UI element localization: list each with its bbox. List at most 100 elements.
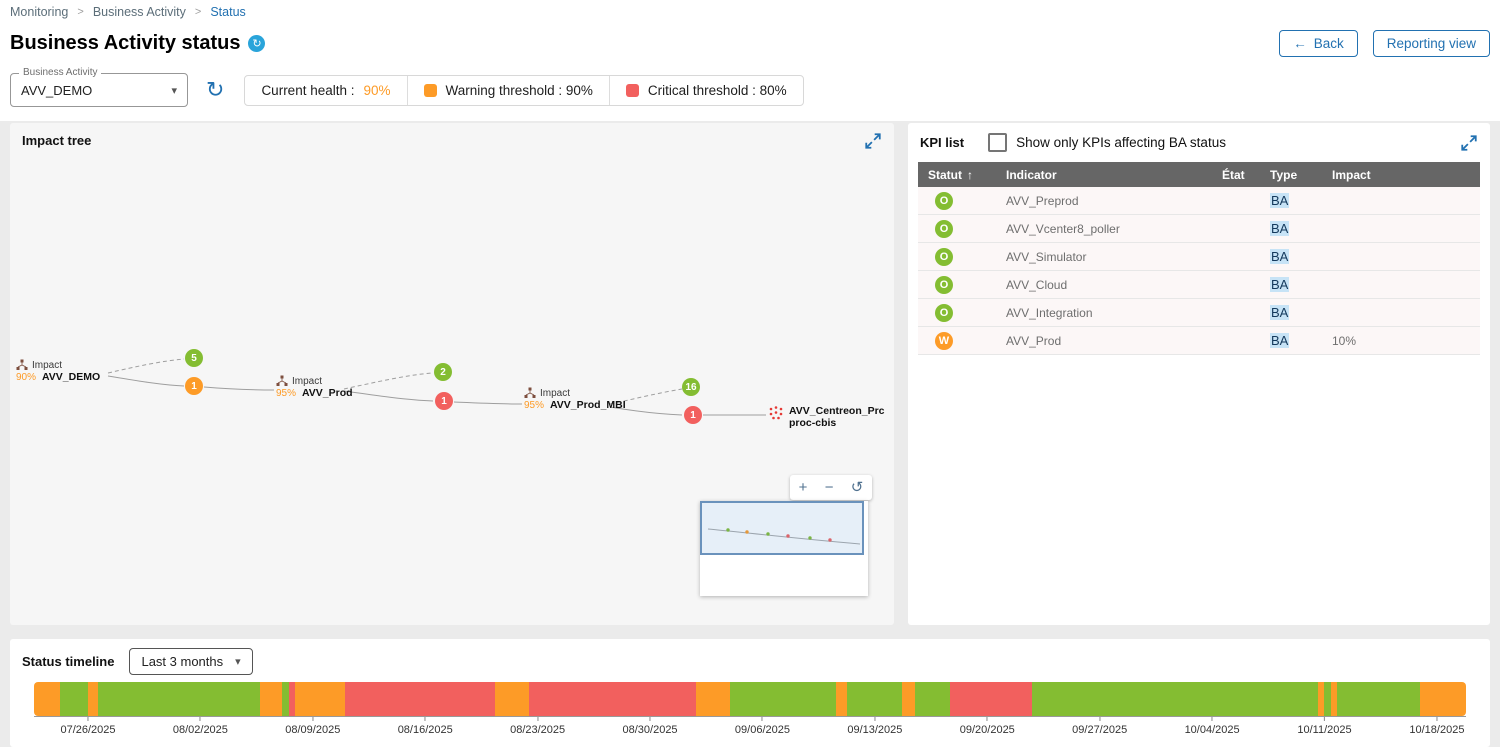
timeline-segment[interactable] — [1336, 682, 1420, 716]
kpi-row: O AVV_Vcenter8_poller BA — [918, 215, 1480, 243]
timeline-segment[interactable] — [847, 682, 902, 716]
back-button[interactable]: ← Back — [1279, 30, 1358, 57]
breadcrumb: Monitoring > Business Activity > Status — [10, 5, 1490, 19]
tick-label: 08/09/2025 — [285, 724, 341, 736]
timeline-segment[interactable] — [1324, 682, 1332, 716]
tick-label: 10/18/2025 — [1409, 724, 1465, 736]
tick-label: 08/30/2025 — [622, 724, 678, 736]
back-arrow-icon: ← — [1293, 36, 1307, 51]
timeline-segment[interactable] — [344, 682, 496, 716]
kpi-count-badge[interactable]: 1 — [435, 392, 453, 410]
zoom-reset-button[interactable]: ↺ — [850, 479, 864, 496]
kpi-count-badge[interactable]: 1 — [684, 406, 702, 424]
timeline-tick: 08/09/2025 — [285, 717, 340, 736]
kpi-count-badge[interactable]: 5 — [185, 349, 203, 367]
kpi-row: O AVV_Integration BA — [918, 299, 1480, 327]
show-only-kpis-checkbox[interactable] — [988, 133, 1008, 152]
timeline-segment[interactable] — [729, 682, 836, 716]
chevron-down-icon: ▾ — [235, 656, 241, 668]
timeline-segment[interactable] — [1331, 682, 1337, 716]
tree-minimap[interactable] — [700, 501, 868, 596]
tick-label: 10/11/2025 — [1297, 724, 1352, 736]
timeline-segment[interactable] — [88, 682, 99, 716]
timeline-range-select[interactable]: Last 3 months ▾ — [129, 648, 253, 675]
timeline-segment[interactable] — [98, 682, 261, 716]
critical-threshold-chip: Critical threshold : 80% — [608, 75, 803, 105]
status-badge: O — [935, 275, 953, 294]
timeline-tick: 09/27/2025 — [1072, 717, 1127, 736]
timeline-segment[interactable] — [529, 682, 696, 716]
column-header-type[interactable]: Type — [1270, 167, 1298, 182]
timeline-segment[interactable] — [1419, 682, 1466, 716]
business-activity-select-label: Business Activity — [19, 67, 102, 78]
tick-mark-icon — [986, 717, 988, 721]
timeline-segment[interactable] — [695, 682, 730, 716]
timeline-segment[interactable] — [914, 682, 951, 716]
expand-kpi-list-icon[interactable] — [1460, 134, 1478, 152]
breadcrumb-monitoring[interactable]: Monitoring — [10, 5, 69, 19]
tick-label: 09/27/2025 — [1072, 724, 1128, 736]
kpi-count-badge[interactable]: 1 — [185, 377, 203, 395]
timeline-tick: 09/06/2025 — [735, 717, 790, 736]
timeline-tick: 08/16/2025 — [398, 717, 453, 736]
node-health: 95% — [524, 399, 545, 411]
sort-asc-icon: ↑ — [967, 167, 973, 182]
reporting-view-button[interactable]: Reporting view — [1372, 30, 1490, 57]
column-header-etat[interactable]: État — [1222, 167, 1245, 182]
tick-mark-icon — [1211, 717, 1213, 721]
column-header-indicator[interactable]: Indicator — [1006, 167, 1057, 182]
node-health: 95% — [276, 387, 297, 399]
tree-node-avv-demo[interactable]: Impact 90% AVV_DEMO — [16, 359, 100, 383]
tree-node-avv-centreon-proc[interactable]: AVV_Centreon_Prc proc-cbis — [768, 405, 885, 429]
breadcrumb-status[interactable]: Status — [210, 5, 246, 19]
timeline-segment[interactable] — [294, 682, 345, 716]
timeline-segment[interactable] — [288, 682, 295, 716]
zoom-in-button[interactable]: + — [798, 479, 808, 496]
tick-label: 10/04/2025 — [1184, 724, 1240, 736]
expand-tree-icon[interactable] — [864, 132, 882, 150]
ba-node-icon — [16, 359, 28, 370]
timeline-segment[interactable] — [901, 682, 915, 716]
top-header: Monitoring > Business Activity > Status … — [0, 0, 1500, 121]
timeline-range-value: Last 3 months — [141, 654, 224, 669]
timeline-segment[interactable] — [1031, 682, 1319, 716]
tree-zoom-controls: + − ↺ — [790, 475, 872, 500]
timeline-tick: 09/13/2025 — [847, 717, 902, 736]
timeline-segment[interactable] — [59, 682, 89, 716]
column-header-impact[interactable]: Impact — [1332, 167, 1371, 182]
refresh-icon[interactable]: ↻ — [206, 77, 225, 102]
column-header-statut[interactable]: Statut ↑ — [918, 168, 996, 182]
timeline-tick: 08/23/2025 — [510, 717, 565, 736]
tree-node-avv-prod[interactable]: Impact 95% AVV_Prod — [276, 375, 353, 399]
kpi-row: O AVV_Cloud BA — [918, 271, 1480, 299]
timeline-segment[interactable] — [495, 682, 530, 716]
warning-threshold-chip: Warning threshold : 90% — [406, 75, 609, 105]
timeline-segment[interactable] — [260, 682, 282, 716]
kpi-type-badge: BA — [1270, 305, 1290, 320]
minimap-viewport[interactable] — [700, 501, 864, 555]
timeline-segment[interactable] — [950, 682, 1032, 716]
kpi-row: O AVV_Simulator BA — [918, 243, 1480, 271]
tick-mark-icon — [649, 717, 651, 721]
kpi-type-badge: BA — [1270, 277, 1290, 292]
kpi-type-badge: BA — [1270, 193, 1290, 208]
timeline-segment[interactable] — [1318, 682, 1325, 716]
timeline-tick: 07/26/2025 — [60, 717, 116, 736]
kpi-count-badge[interactable]: 16 — [682, 378, 700, 396]
business-activity-select[interactable]: Business Activity AVV_DEMO ▾ — [10, 67, 188, 107]
kpi-indicator: AVV_Vcenter8_poller — [1006, 221, 1120, 236]
tree-node-avv-prod-mbi[interactable]: Impact 95% AVV_Prod_MBI — [524, 387, 626, 411]
timeline-segment[interactable] — [34, 682, 60, 716]
status-badge: W — [935, 331, 953, 350]
timeline-tick: 10/18/2025 — [1409, 717, 1464, 736]
status-badge: O — [935, 219, 953, 238]
zoom-out-button[interactable]: − — [824, 479, 834, 496]
ba-node-icon — [524, 387, 536, 398]
kpi-list-panel: KPI list Show only KPIs affecting BA sta… — [908, 123, 1490, 625]
timeline-segment[interactable] — [835, 682, 848, 716]
kpi-table-header: Statut ↑ Indicator État Type Impact — [918, 162, 1480, 187]
kpi-count-badge[interactable]: 2 — [434, 363, 452, 381]
node-name-line1: AVV_Centreon_Prc — [789, 405, 885, 417]
timeline-segment[interactable] — [281, 682, 289, 716]
breadcrumb-business-activity[interactable]: Business Activity — [92, 5, 186, 19]
